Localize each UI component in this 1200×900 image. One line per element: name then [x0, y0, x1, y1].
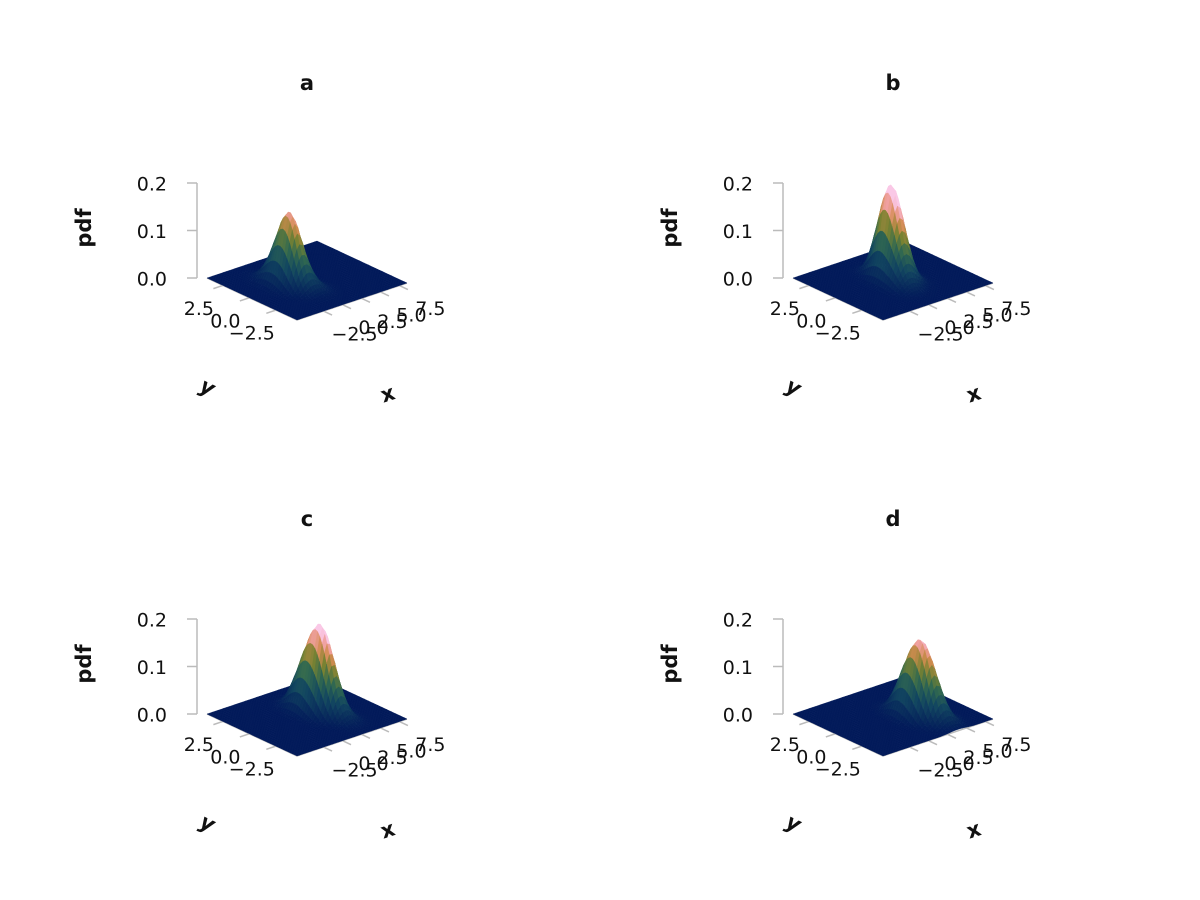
surface [792, 184, 994, 321]
y-tick [825, 733, 836, 738]
x-tick [909, 746, 919, 752]
x-tick [323, 310, 333, 316]
x-tick [323, 746, 333, 752]
z-axis-label: pdf [658, 208, 682, 248]
y-tick [266, 745, 277, 751]
x-tick-label: 7.5 [1001, 298, 1031, 320]
y-tick-label: 2.5 [184, 734, 214, 756]
x-tick [399, 720, 409, 727]
x-axis-label: x [378, 380, 399, 407]
z-tick-label: 0.2 [137, 174, 167, 196]
z-tick-label: 0.1 [723, 657, 753, 679]
x-tick [342, 740, 352, 746]
panel-title: a [300, 71, 314, 95]
y-tick [852, 745, 863, 751]
y-tick [799, 284, 810, 290]
z-tick-label: 0.0 [723, 269, 753, 291]
panel-title: d [885, 507, 900, 531]
x-axis-label: x [964, 380, 985, 407]
panel: b0.00.10.2−2.50.02.5−2.50.02.55.07.5pdfy… [658, 71, 1032, 408]
y-tick-label: 2.5 [770, 734, 800, 756]
x-tick [928, 304, 938, 310]
z-tick-label: 0.2 [723, 174, 753, 196]
x-tick-label: −2.5 [331, 324, 377, 346]
x-tick [947, 297, 957, 303]
surface [792, 639, 994, 757]
y-tick [239, 733, 250, 738]
panel-title: c [301, 507, 313, 531]
z-tick-label: 0.0 [137, 269, 167, 291]
z-tick-label: 0.2 [137, 610, 167, 632]
x-tick [928, 740, 938, 746]
y-tick [799, 720, 810, 726]
x-axis-label: x [378, 816, 399, 843]
y-tick-label: 2.5 [184, 298, 214, 320]
panel-title: b [885, 71, 900, 95]
z-axis-label: pdf [72, 208, 96, 248]
y-tick [852, 309, 863, 315]
panel: a0.00.10.2−2.50.02.5−2.50.02.55.07.5pdfy… [72, 71, 446, 408]
panel: c0.00.10.2−2.50.02.5−2.50.02.55.07.5pdfy… [72, 507, 446, 844]
x-tick [380, 291, 390, 297]
x-tick-label: 7.5 [1001, 734, 1031, 756]
y-tick [213, 284, 224, 290]
z-axis-label: pdf [72, 644, 96, 684]
y-tick-label: 0.0 [210, 310, 240, 332]
x-tick [985, 284, 995, 291]
x-tick [342, 304, 352, 310]
y-axis-label: y [196, 809, 220, 837]
x-tick [361, 297, 371, 303]
x-tick-label: 0.0 [358, 317, 388, 339]
z-tick-label: 0.0 [137, 705, 167, 727]
y-tick-label: 0.0 [796, 746, 826, 768]
y-tick [266, 309, 277, 315]
x-tick [966, 291, 976, 297]
y-tick [825, 297, 836, 302]
x-tick [966, 727, 976, 733]
y-tick-label: 0.0 [796, 310, 826, 332]
y-tick-label: 2.5 [770, 298, 800, 320]
x-tick-label: 2.5 [377, 311, 407, 333]
y-tick-label: 0.0 [210, 746, 240, 768]
x-tick-label: 7.5 [415, 734, 445, 756]
x-tick-label: 7.5 [415, 298, 445, 320]
z-tick-label: 0.1 [723, 221, 753, 243]
surface [206, 211, 408, 321]
surface [206, 623, 408, 757]
x-tick [399, 284, 409, 291]
y-axis-label: y [782, 373, 806, 401]
x-tick [361, 733, 371, 739]
panel: d0.00.10.2−2.50.02.5−2.50.02.55.07.5pdfy… [658, 507, 1032, 844]
x-tick-label: 5.0 [396, 304, 426, 326]
x-tick [947, 733, 957, 739]
x-tick [380, 727, 390, 733]
y-tick-label: −2.5 [229, 323, 275, 345]
z-tick-label: 0.1 [137, 221, 167, 243]
y-tick [239, 297, 250, 302]
x-tick [909, 310, 919, 316]
x-tick [985, 720, 995, 727]
y-axis-label: y [196, 373, 220, 401]
z-tick-label: 0.2 [723, 610, 753, 632]
z-tick-label: 0.0 [723, 705, 753, 727]
y-tick [213, 720, 224, 726]
z-tick-label: 0.1 [137, 657, 167, 679]
